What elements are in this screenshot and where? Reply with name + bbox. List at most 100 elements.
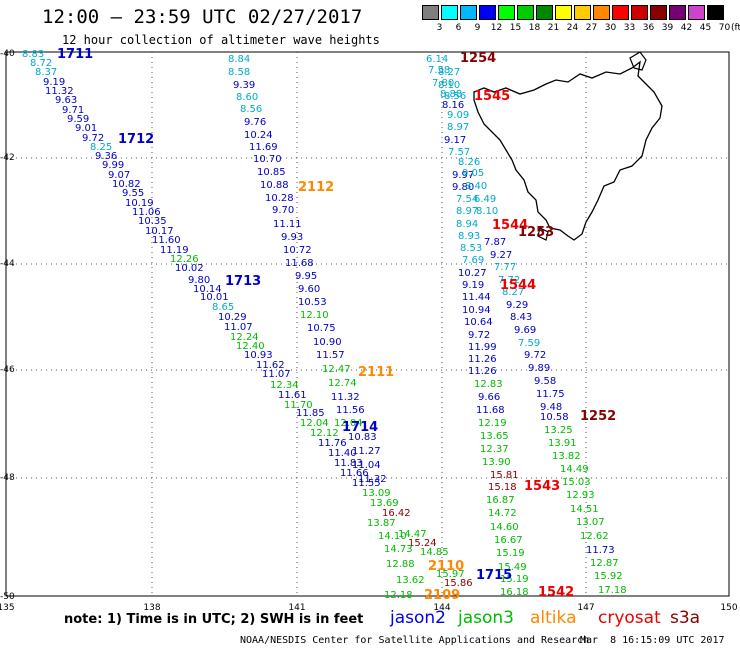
- wave-height-value: 9.89: [528, 363, 550, 374]
- wave-height-value: 8.97: [456, 206, 478, 217]
- wave-height-value: 12.62: [580, 531, 609, 542]
- wave-height-value: 9.09: [447, 110, 469, 121]
- legend-swatch: [536, 5, 553, 20]
- legend-swatch: [422, 5, 439, 20]
- wave-height-value: 13.65: [480, 431, 509, 442]
- wave-height-value: 10.27: [458, 268, 487, 279]
- wave-height-value: 11.99: [468, 342, 497, 353]
- legend-label: 3: [436, 23, 443, 33]
- timestamp: Mar 8 16:15:09 UTC 2017: [580, 635, 725, 646]
- wave-height-value: 7.54: [456, 194, 478, 205]
- wave-height-value: 6.49: [474, 194, 496, 205]
- island-coastline: [537, 227, 549, 241]
- wave-height-value: 12.83: [474, 379, 503, 390]
- wave-height-value: 15.92: [594, 571, 623, 582]
- wave-height-value: 7.77: [494, 262, 516, 273]
- wave-height-value: 13.87: [367, 518, 396, 529]
- wave-height-value: 10.01: [200, 292, 229, 303]
- wave-height-value: 9.72: [468, 330, 490, 341]
- wave-height-value: 13.90: [482, 457, 511, 468]
- pass-time-label: 1252: [580, 409, 616, 424]
- wave-height-value: 9.48: [540, 402, 562, 413]
- wave-height-value: 8.37: [35, 67, 57, 78]
- legend-label: 42: [680, 23, 693, 33]
- satellite-name: s3a: [670, 608, 701, 628]
- wave-height-value: 13.69: [370, 498, 399, 509]
- wave-height-value: 9.70: [272, 205, 294, 216]
- wave-height-value: 11.26: [468, 366, 497, 377]
- wave-height-value: 10.93: [244, 350, 273, 361]
- wave-height-value: 11.06: [132, 207, 161, 218]
- wave-height-value: 8.60: [236, 92, 258, 103]
- wave-height-value: 15.49: [498, 562, 527, 573]
- wave-height-value: 11.70: [284, 400, 313, 411]
- wave-height-value: 11.56: [336, 405, 365, 416]
- wave-height-value: 8.10: [438, 80, 460, 91]
- wave-height-value: 11.32: [331, 392, 360, 403]
- wave-height-value: 9.58: [534, 376, 556, 387]
- wave-height-value: 11.26: [468, 354, 497, 365]
- wave-height-value: 13.91: [548, 438, 577, 449]
- lat-tick-label: -42: [0, 153, 15, 163]
- legend-label: 33: [623, 23, 636, 33]
- footer-note: note: 1) Time is in UTC; 2) SWH is in fe…: [64, 612, 364, 627]
- wave-height-value: 9.59: [67, 114, 89, 125]
- wave-height-value: 11.32: [45, 86, 74, 97]
- legend-swatch: [460, 5, 477, 20]
- legend-label: 9: [474, 23, 481, 33]
- wave-height-value: 12.12: [310, 428, 339, 439]
- legend-label: 39: [661, 23, 674, 33]
- wave-height-value: 12.18: [384, 590, 413, 601]
- wave-height-value: 10.58: [540, 412, 569, 423]
- wave-height-value: 10.14: [193, 284, 222, 295]
- wave-height-value: 7.80: [432, 78, 454, 89]
- pass-time-label: 2109: [424, 588, 460, 603]
- wave-height-value: 12.37: [480, 444, 509, 455]
- wave-height-value: 9.80: [452, 182, 474, 193]
- satellite-name: jason2: [390, 608, 446, 628]
- wave-height-value: 12.19: [478, 418, 507, 429]
- wave-height-value: 11.61: [278, 390, 307, 401]
- wave-height-value: 11.68: [285, 258, 314, 269]
- wave-height-value: 8.56: [240, 104, 262, 115]
- wave-height-value: 11.55: [352, 478, 381, 489]
- wave-height-value: 14.72: [488, 508, 517, 519]
- legend-label: 30: [604, 23, 617, 33]
- lon-tick-label: 138: [143, 603, 160, 613]
- wave-height-value: 10.35: [138, 216, 167, 227]
- wave-height-value: 11.75: [536, 389, 565, 400]
- lon-tick-label: 147: [577, 603, 594, 613]
- wave-height-value: 10.88: [260, 180, 289, 191]
- credit-line: NOAA/NESDIS Center for Satellite Applica…: [240, 635, 590, 646]
- wave-height-value: 9.17: [444, 135, 466, 146]
- pass-time-label: 1713: [225, 274, 261, 289]
- legend-swatch: [688, 5, 705, 20]
- wave-height-value: 8.26: [458, 157, 480, 168]
- page-subtitle: 12 hour collection of altimeter wave hei…: [62, 33, 380, 47]
- wave-height-value: 9.72: [82, 133, 104, 144]
- pass-time-label: 1253: [518, 225, 554, 240]
- wave-height-value: 14.47: [398, 529, 427, 540]
- wave-height-value: 11.32: [358, 474, 387, 485]
- wave-height-value: 9.55: [122, 188, 144, 199]
- wave-height-value: 10.75: [307, 323, 336, 334]
- wave-height-value: 6.14: [426, 54, 448, 65]
- wave-height-value: 8.10: [476, 206, 498, 217]
- wave-height-value: 9.76: [244, 117, 266, 128]
- wave-height-value: 15.97: [436, 569, 465, 580]
- wave-height-value: 15.03: [562, 477, 591, 488]
- legend-swatch: [650, 5, 667, 20]
- wave-height-value: 11.07: [224, 322, 253, 333]
- legend-label: 36: [642, 23, 655, 33]
- legend-unit: (ft): [731, 23, 740, 33]
- legend-label: 21: [547, 23, 560, 33]
- wave-height-value: 14.10: [378, 531, 407, 542]
- legend-swatch: [574, 5, 591, 20]
- wave-height-value: 14.51: [570, 504, 599, 515]
- wave-height-value: 16.87: [486, 495, 515, 506]
- wave-height-value: 11.19: [160, 245, 189, 256]
- legend-swatch: [517, 5, 534, 20]
- wave-height-value: 7.58: [428, 65, 450, 76]
